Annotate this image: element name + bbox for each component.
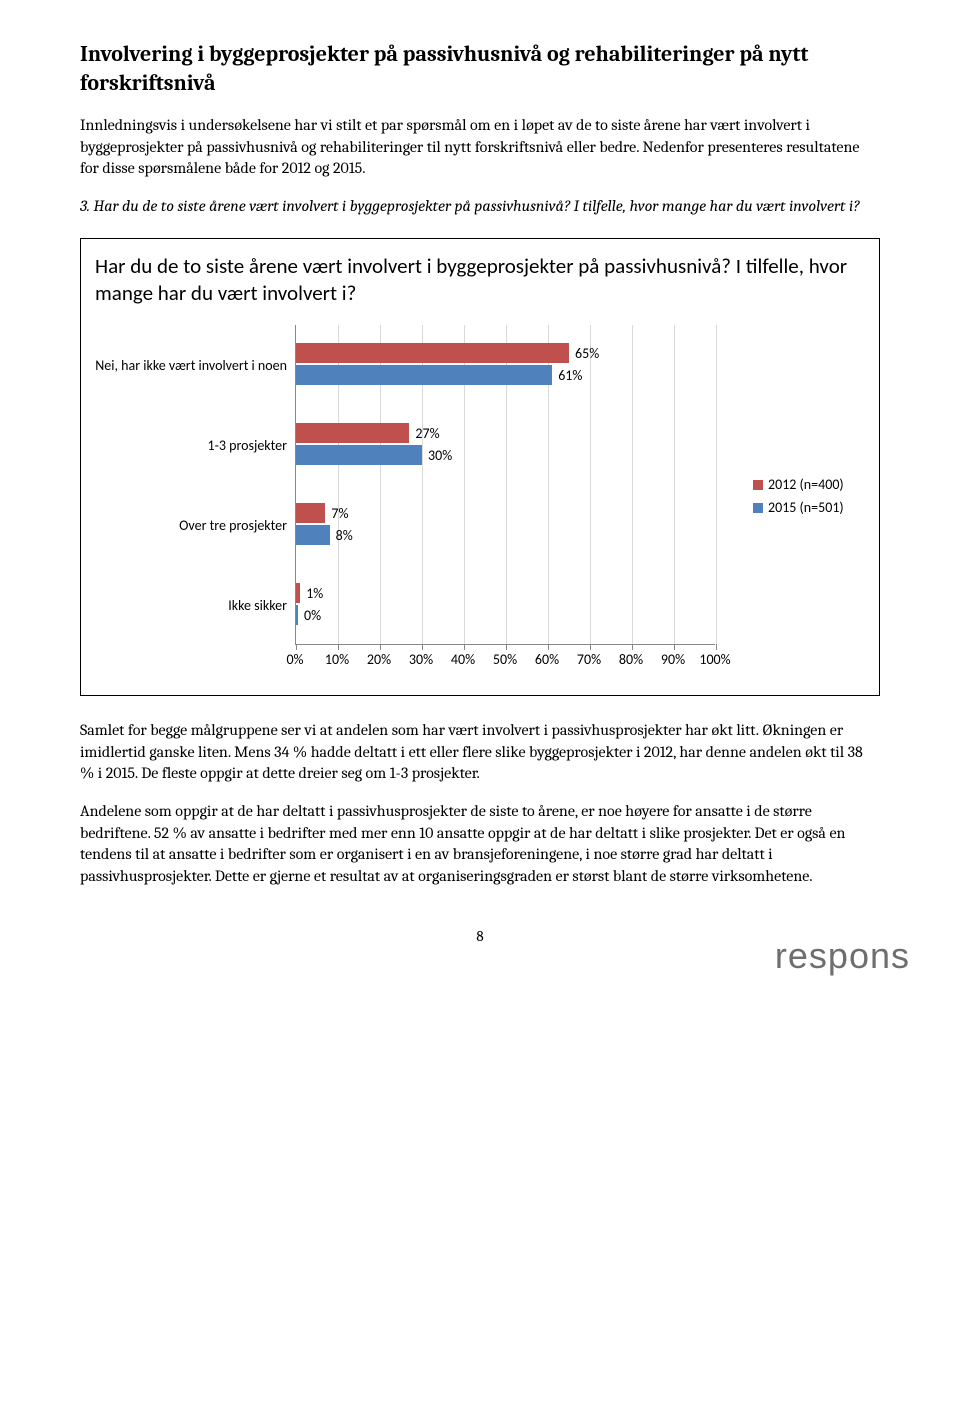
bar-value-label: 30% <box>422 445 452 465</box>
chart-legend: 2012 (n=400) 2015 (n=501) <box>735 325 865 667</box>
bar <box>296 445 422 465</box>
intro-paragraph: Innledningsvis i undersøkelsene har vi s… <box>80 115 880 180</box>
category-label: Nei, har ikke vært involvert i noen <box>95 325 295 405</box>
gridline <box>716 325 717 644</box>
x-tick-label: 0% <box>286 651 303 668</box>
bars-column: 65%61%27%30%7%8%1%0% <box>295 325 715 645</box>
x-tick-label: 30% <box>409 651 433 668</box>
legend-item: 2012 (n=400) <box>753 476 865 493</box>
bar-value-label: 27% <box>409 423 439 443</box>
bar-group: 1%0% <box>296 565 715 645</box>
chart-title: Har du de to siste årene vært involvert … <box>95 253 865 308</box>
x-tick-label: 40% <box>451 651 475 668</box>
question-text: 3. Har du de to siste årene vært involve… <box>80 196 880 218</box>
paragraph-3: Andelene som oppgir at de har deltatt i … <box>80 801 880 887</box>
bar-value-label: 8% <box>330 525 353 545</box>
x-axis: 0%10%20%30%40%50%60%70%80%90%100% <box>295 645 715 667</box>
bar-value-label: 1% <box>300 583 323 603</box>
legend-label: 2015 (n=501) <box>768 499 844 516</box>
bar-value-label: 0% <box>298 605 321 625</box>
bar-group: 65%61% <box>296 325 715 405</box>
bar-group: 7%8% <box>296 485 715 565</box>
page-number: 8 <box>476 927 483 945</box>
chart-area: Nei, har ikke vært involvert i noen1-3 p… <box>95 325 865 667</box>
legend-item: 2015 (n=501) <box>753 499 865 516</box>
chart-container: Har du de to siste årene vært involvert … <box>80 238 880 697</box>
x-tick-label: 70% <box>577 651 601 668</box>
bar-value-label: 61% <box>552 365 582 385</box>
legend-swatch <box>753 503 763 513</box>
legend-label: 2012 (n=400) <box>768 476 844 493</box>
category-label: Over tre prosjekter <box>95 485 295 565</box>
x-tick-label: 90% <box>661 651 685 668</box>
bar <box>296 423 409 443</box>
y-axis-labels: Nei, har ikke vært involvert i noen1-3 p… <box>95 325 295 645</box>
x-tick-label: 80% <box>619 651 643 668</box>
page-footer: 8 respons <box>80 927 880 967</box>
bar-value-label: 7% <box>325 503 348 523</box>
chart-plot: Nei, har ikke vært involvert i noen1-3 p… <box>95 325 735 667</box>
paragraph-2: Samlet for begge målgruppene ser vi at a… <box>80 720 880 785</box>
bar <box>296 503 325 523</box>
bar-group: 27%30% <box>296 405 715 485</box>
bar-value-label: 65% <box>569 343 599 363</box>
bar <box>296 365 552 385</box>
legend-swatch <box>753 480 763 490</box>
bar <box>296 343 569 363</box>
x-tick <box>716 644 717 650</box>
x-tick-label: 20% <box>367 651 391 668</box>
category-label: Ikke sikker <box>95 565 295 645</box>
x-tick-label: 60% <box>535 651 559 668</box>
bar <box>296 525 330 545</box>
section-heading: Involvering i byggeprosjekter på passivh… <box>80 40 880 97</box>
logo: respons <box>775 935 910 977</box>
x-tick-label: 10% <box>325 651 349 668</box>
x-tick-label: 50% <box>493 651 517 668</box>
x-tick-label: 100% <box>699 651 730 668</box>
category-label: 1-3 prosjekter <box>95 405 295 485</box>
